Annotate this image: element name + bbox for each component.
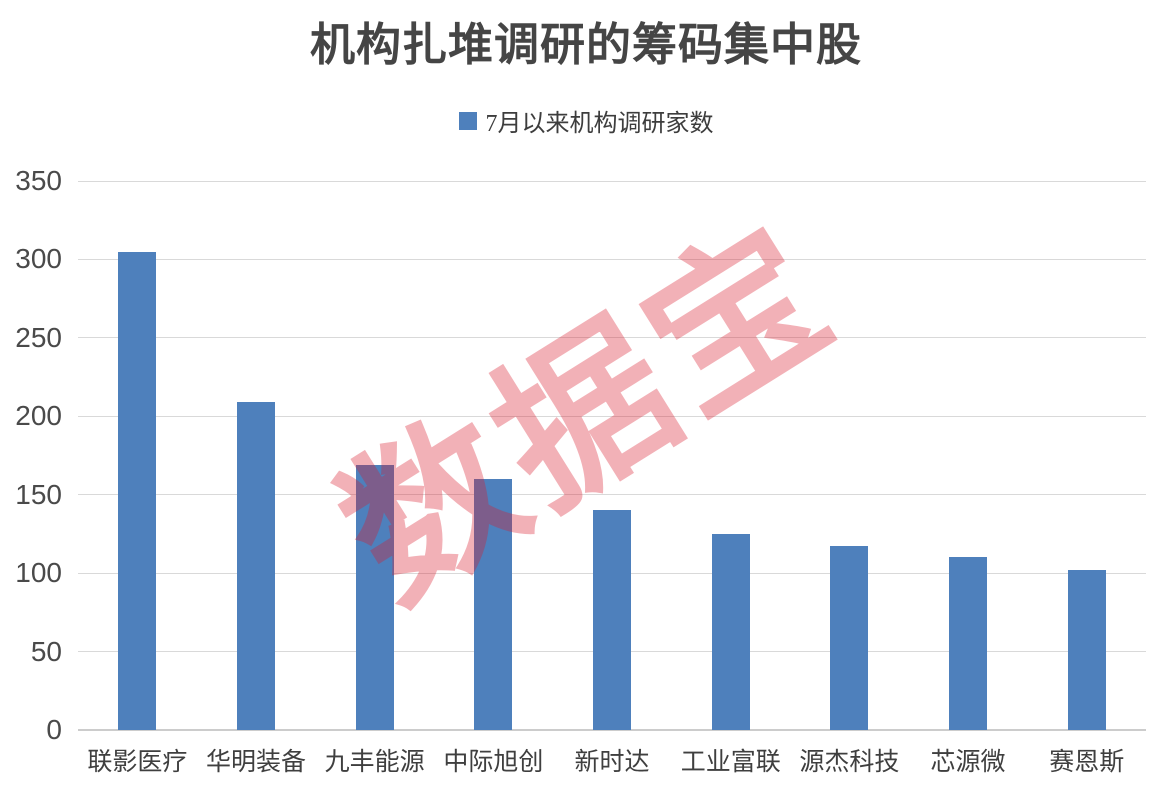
legend-label: 7月以来机构调研家数 <box>485 111 714 137</box>
x-tick-label-联影医疗: 联影医疗 <box>87 749 188 776</box>
x-tick-label-工业富联: 工业富联 <box>680 749 781 776</box>
gridline-150 <box>78 494 1146 496</box>
bar-九丰能源 <box>355 464 394 730</box>
plot-area <box>78 180 1146 731</box>
y-tick-label-100: 100 <box>15 557 62 589</box>
y-tick-label-300: 300 <box>15 243 62 275</box>
gridline-300 <box>78 258 1146 260</box>
y-tick-label-350: 350 <box>15 165 62 196</box>
x-tick-label-赛恩斯: 赛恩斯 <box>1049 749 1125 776</box>
y-tick-label-150: 150 <box>15 478 62 510</box>
y-tick-label-50: 50 <box>30 635 62 667</box>
x-tick-label-源杰科技: 源杰科技 <box>799 749 900 776</box>
gridline-250 <box>78 337 1146 339</box>
bar-series <box>78 181 1146 730</box>
y-axis: 0 50 100 150 200 250 300 350 <box>0 167 62 744</box>
bar-slot <box>197 181 316 730</box>
x-tick-label-芯源微: 芯源微 <box>930 749 1006 776</box>
bar-slot <box>1027 181 1146 730</box>
bar-slot <box>909 181 1028 730</box>
bar-中际旭创 <box>474 479 513 730</box>
bar-联影医疗 <box>118 251 157 730</box>
bar-slot <box>78 181 197 730</box>
bar-slot <box>315 181 434 730</box>
bar-赛恩斯 <box>1067 570 1106 730</box>
bar-芯源微 <box>949 557 988 730</box>
bar-slot <box>671 181 790 730</box>
gridline-350 <box>78 180 1146 182</box>
x-tick-label-华明装备: 华明装备 <box>206 749 307 776</box>
bar-工业富联 <box>711 533 750 730</box>
bar-slot <box>434 181 553 730</box>
y-tick-label-0: 0 <box>46 714 62 745</box>
bar-slot <box>790 181 909 730</box>
legend: 7月以来机构调研家数 <box>0 103 1172 138</box>
y-tick-label-200: 200 <box>15 400 62 432</box>
gridline-0 <box>78 729 1146 731</box>
bar-slot <box>553 181 672 730</box>
bar-新时达 <box>593 510 632 730</box>
x-axis: 联影医疗 华明装备 九丰能源 中际旭创 新时达 工业富联 源杰科技 芯源微 赛恩斯 <box>78 742 1146 778</box>
x-tick-label-九丰能源: 九丰能源 <box>324 749 425 776</box>
legend-swatch-icon <box>458 111 477 130</box>
x-tick-label-新时达: 新时达 <box>574 749 650 776</box>
chart-title: 机构扎堆调研的筹码集中股 <box>309 20 862 70</box>
gridline-200 <box>78 415 1146 417</box>
bar-源杰科技 <box>830 546 869 730</box>
bar-华明装备 <box>237 402 275 730</box>
y-tick-label-250: 250 <box>15 321 62 353</box>
x-tick-label-中际旭创: 中际旭创 <box>443 749 544 776</box>
